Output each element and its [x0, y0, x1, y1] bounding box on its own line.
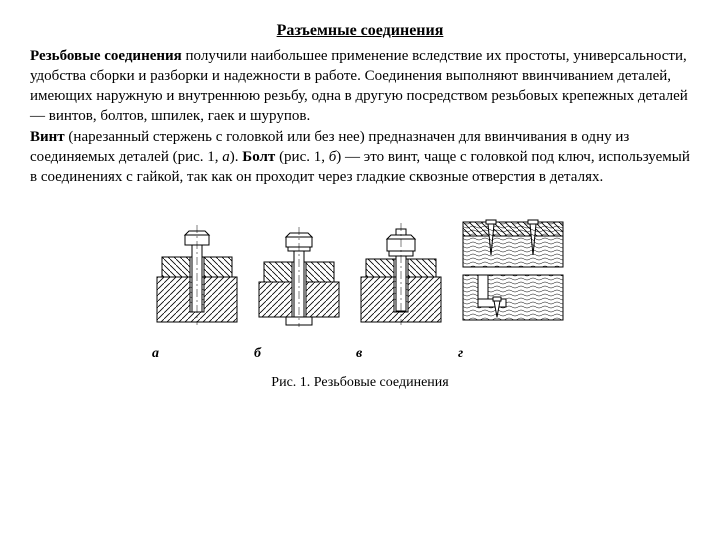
- panel-labels: а б в г: [30, 345, 690, 364]
- term-vint: Винт: [30, 129, 65, 145]
- label-d: г: [458, 345, 568, 364]
- paragraph-1: Резьбовые соединения получили наибольшее…: [30, 46, 690, 127]
- panel-a: [152, 217, 242, 327]
- figure-1: а б в г Рис. 1. Резьбовые соединения: [30, 217, 690, 393]
- panel-d: [458, 217, 568, 327]
- bolt-text-a: (рис. 1,: [275, 149, 328, 165]
- term-threaded: Резьбовые соединения: [30, 48, 182, 64]
- figure-caption: Рис. 1. Резьбовые соединения: [30, 374, 690, 393]
- label-c: в: [356, 345, 446, 364]
- panel-b: [254, 217, 344, 327]
- document-title: Разъемные соединения: [30, 20, 690, 42]
- vint-text-b: ).: [230, 149, 243, 165]
- figure-panels: [30, 217, 690, 327]
- panel-c: [356, 217, 446, 327]
- term-bolt: Болт: [242, 149, 275, 165]
- label-b: б: [254, 345, 344, 364]
- ref-a: а: [222, 149, 230, 165]
- paragraph-2: Винт (нарезанный стержень с головкой или…: [30, 127, 690, 188]
- label-a: а: [152, 345, 242, 364]
